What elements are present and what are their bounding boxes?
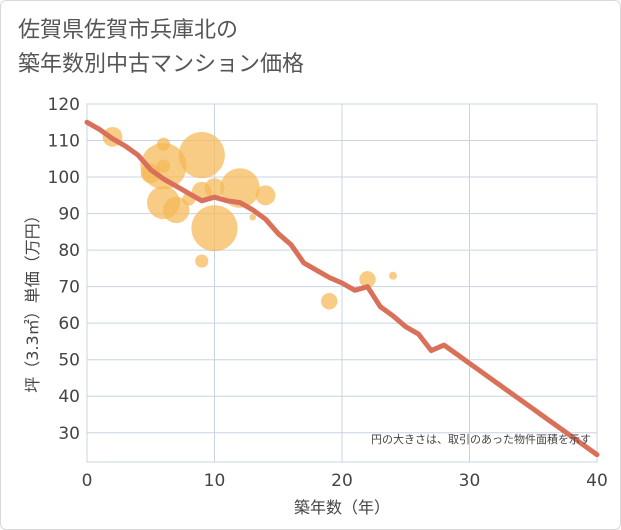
x-axis-ticks: 0 10 20 30 40 bbox=[82, 471, 608, 491]
bubble bbox=[163, 196, 190, 224]
y-tick-label: 60 bbox=[58, 314, 80, 334]
y-tick-label: 100 bbox=[48, 168, 80, 188]
y-axis-label: 坪（3.3㎡）単価（万円） bbox=[23, 207, 42, 392]
x-tick-label: 0 bbox=[82, 471, 93, 491]
y-tick-label: 90 bbox=[58, 205, 80, 225]
x-tick-label: 20 bbox=[331, 471, 353, 491]
x-tick-label: 40 bbox=[586, 471, 608, 491]
trend-series bbox=[84, 119, 600, 458]
bubble bbox=[191, 205, 238, 252]
x-axis-label: 築年数（年） bbox=[294, 498, 390, 517]
bubble bbox=[359, 271, 376, 288]
y-tick-label: 110 bbox=[48, 132, 80, 152]
y-tick-label: 30 bbox=[58, 424, 80, 444]
bubble-series bbox=[102, 126, 397, 310]
x-tick-label: 30 bbox=[459, 471, 481, 491]
y-tick-label: 120 bbox=[48, 95, 80, 115]
bubble bbox=[195, 254, 209, 268]
bubble bbox=[255, 185, 276, 206]
bubble bbox=[220, 168, 260, 208]
bubble bbox=[156, 159, 171, 173]
bubble bbox=[204, 178, 225, 198]
bubble bbox=[321, 293, 338, 310]
x-tick-label: 10 bbox=[204, 471, 226, 491]
bubble bbox=[389, 271, 397, 280]
chart-title: 佐賀県佐賀市兵庫北の 築年数別中古マンション価格 bbox=[18, 18, 305, 77]
y-axis-ticks: 30 40 50 60 70 80 90 100 110 120 bbox=[48, 95, 80, 444]
y-tick-label: 70 bbox=[58, 278, 80, 298]
bubble bbox=[178, 132, 225, 179]
y-tick-label: 40 bbox=[58, 387, 80, 407]
trend-line bbox=[84, 119, 600, 458]
bubble bbox=[249, 213, 257, 221]
y-tick-label: 80 bbox=[58, 241, 80, 261]
y-tick-label: 50 bbox=[58, 351, 80, 371]
size-annotation: 円の大きさは、取引のあった物件面積を示す bbox=[371, 432, 591, 446]
